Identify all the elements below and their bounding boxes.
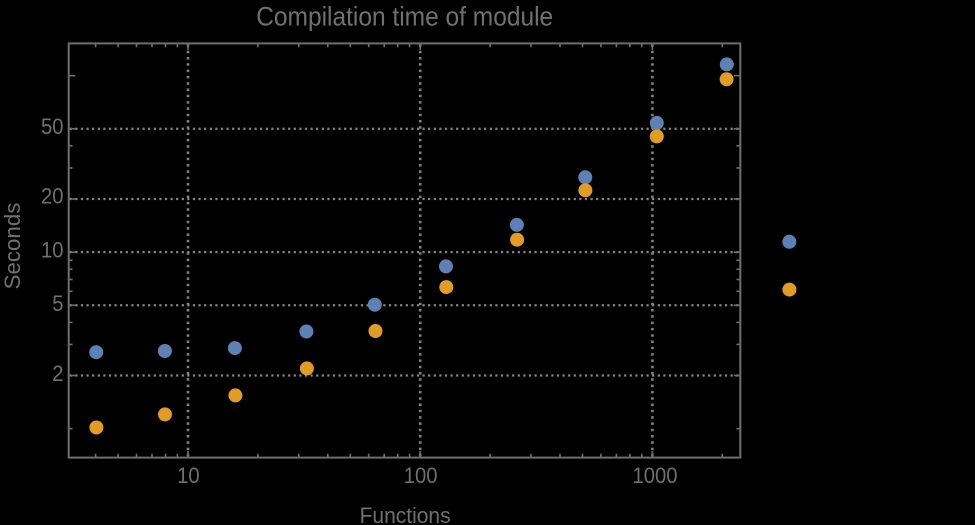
svg-text:100: 100	[404, 463, 438, 488]
svg-text:1000: 1000	[633, 463, 678, 488]
svg-text:10: 10	[177, 463, 200, 488]
svg-text:5: 5	[52, 291, 63, 316]
svg-text:10: 10	[41, 238, 64, 263]
svg-text:20: 20	[41, 184, 64, 209]
svg-text:Compilation time of module: Compilation time of module	[256, 0, 553, 31]
svg-text:2: 2	[52, 361, 63, 386]
svg-text:Functions: Functions	[360, 503, 451, 525]
svg-text:Seconds: Seconds	[0, 203, 25, 290]
svg-text:50: 50	[41, 114, 64, 139]
